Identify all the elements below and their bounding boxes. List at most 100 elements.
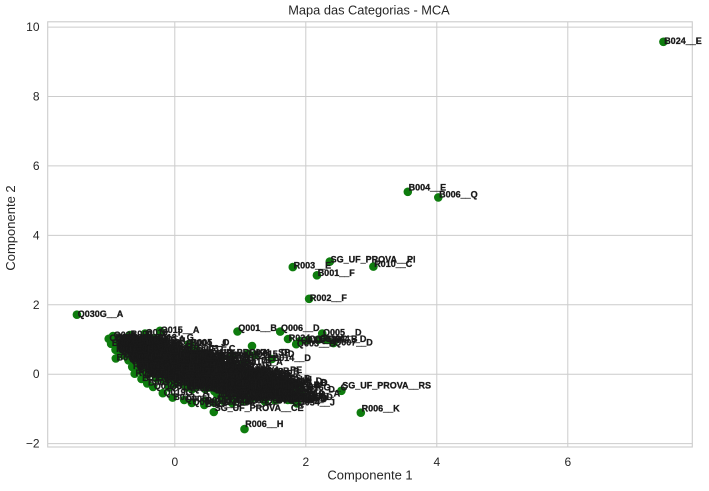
svg-text:B013__G: B013__G <box>155 332 194 342</box>
svg-text:B005__O: B005__O <box>191 338 230 348</box>
svg-text:Q005__F: Q005__F <box>199 358 237 368</box>
svg-text:R003__E: R003__E <box>294 261 332 271</box>
svg-text:Q029__B: Q029__B <box>221 376 260 386</box>
svg-text:Q007__E: Q007__E <box>198 374 236 384</box>
svg-text:Q002__B: Q002__B <box>234 376 273 386</box>
svg-text:Q006__B: Q006__B <box>192 363 231 373</box>
svg-text:B007__H: B007__H <box>213 373 251 383</box>
svg-text:B017__J: B017__J <box>119 343 156 353</box>
svg-text:Q015__A: Q015__A <box>161 325 200 335</box>
svg-text:B018__K: B018__K <box>243 377 282 387</box>
svg-text:B017__J: B017__J <box>205 399 242 409</box>
svg-text:B011__C: B011__C <box>123 336 161 346</box>
svg-text:B005__D: B005__D <box>143 338 182 348</box>
svg-text:B008__K: B008__K <box>153 354 192 364</box>
svg-text:Q030__A: Q030__A <box>249 389 288 399</box>
svg-text:B020__A: B020__A <box>144 362 183 372</box>
svg-text:Q021__D: Q021__D <box>132 352 171 362</box>
svg-text:Q016__D: Q016__D <box>294 392 333 402</box>
svg-text:Q005__D: Q005__D <box>185 394 224 404</box>
svg-text:B005__H: B005__H <box>173 378 211 388</box>
svg-text:Q022__C: Q022__C <box>196 366 235 376</box>
svg-text:B017__H: B017__H <box>156 363 194 373</box>
svg-text:B007__G: B007__G <box>142 356 181 366</box>
svg-text:Q016__C: Q016__C <box>236 370 275 380</box>
svg-text:Q034__B: Q034__B <box>157 353 196 363</box>
svg-text:Q003__E: Q003__E <box>234 374 272 384</box>
svg-text:R019__F: R019__F <box>167 375 205 385</box>
svg-text:B005__A: B005__A <box>253 392 292 402</box>
svg-text:Q009__D: Q009__D <box>289 377 328 387</box>
svg-text:Q010__E: Q010__E <box>176 368 214 378</box>
svg-text:B003__J: B003__J <box>134 349 171 359</box>
svg-text:B013__D: B013__D <box>218 389 257 399</box>
svg-text:Q009__D: Q009__D <box>193 383 232 393</box>
svg-text:Q002__E: Q002__E <box>138 352 176 362</box>
svg-text:Q023__B: Q023__B <box>110 333 149 343</box>
svg-text:Q017G__D: Q017G__D <box>182 359 228 369</box>
svg-text:Q002__F: Q002__F <box>169 364 207 374</box>
svg-text:Q015G__C: Q015G__C <box>150 354 196 364</box>
svg-text:B014__A: B014__A <box>133 351 172 361</box>
svg-text:Q020G__C: Q020G__C <box>124 337 170 347</box>
svg-text:R005__E: R005__E <box>189 345 227 355</box>
svg-text:B003__D: B003__D <box>148 350 187 360</box>
svg-text:R020__E: R020__E <box>147 360 185 370</box>
svg-text:Q006G__B: Q006G__B <box>143 351 189 361</box>
svg-text:B014__D: B014__D <box>186 380 225 390</box>
svg-text:B001__F: B001__F <box>132 349 170 359</box>
svg-text:R013__A: R013__A <box>209 363 248 373</box>
svg-text:B008__K: B008__K <box>263 384 302 394</box>
svg-text:B024__E: B024__E <box>664 36 702 46</box>
svg-text:Q029__D: Q029__D <box>163 349 202 359</box>
svg-text:B007__D: B007__D <box>186 358 225 368</box>
svg-text:Q029G__C: Q029G__C <box>176 376 222 386</box>
svg-text:Q014__C: Q014__C <box>222 383 261 393</box>
svg-text:R021__C: R021__C <box>126 333 165 343</box>
svg-text:B001__G: B001__G <box>149 350 188 360</box>
svg-text:Q030G__D: Q030G__D <box>157 359 203 369</box>
svg-text:B002__A: B002__A <box>224 395 263 405</box>
svg-text:Q013__D: Q013__D <box>216 384 255 394</box>
svg-text:2: 2 <box>302 455 309 469</box>
svg-text:B006__G: B006__G <box>130 347 169 357</box>
svg-text:Q011__D: Q011__D <box>284 376 323 386</box>
svg-text:Q006__F: Q006__F <box>128 337 166 347</box>
svg-text:B011__G: B011__G <box>140 361 178 371</box>
svg-text:SG_UF_PROVA__ES: SG_UF_PROVA__ES <box>213 373 301 383</box>
svg-text:Q011__D: Q011__D <box>142 339 181 349</box>
svg-text:R010__C: R010__C <box>374 259 413 269</box>
svg-text:B021__A: B021__A <box>213 378 252 388</box>
svg-text:B002__G: B002__G <box>137 358 176 368</box>
svg-text:Q005__A: Q005__A <box>260 391 299 401</box>
svg-text:4: 4 <box>33 228 40 242</box>
svg-text:Q011__B: Q011__B <box>251 384 290 394</box>
svg-text:B021__F: B021__F <box>221 379 259 389</box>
svg-text:Q019__E: Q019__E <box>214 364 252 374</box>
svg-text:Q016__B: Q016__B <box>133 350 172 360</box>
svg-text:Q012G__A: Q012G__A <box>118 341 164 351</box>
svg-text:10: 10 <box>26 20 40 34</box>
svg-text:B003__F: B003__F <box>237 391 275 401</box>
svg-text:Q025G__D: Q025G__D <box>209 360 255 370</box>
svg-text:Q003__B: Q003__B <box>160 357 199 367</box>
svg-text:B005__B: B005__B <box>262 366 301 376</box>
svg-text:B022__C: B022__C <box>206 374 245 384</box>
svg-text:Q023__F: Q023__F <box>164 356 202 366</box>
svg-text:B004__J: B004__J <box>190 338 227 348</box>
svg-text:B015__H: B015__H <box>274 375 312 385</box>
svg-text:B015__A: B015__A <box>259 390 298 400</box>
svg-text:Q032__F: Q032__F <box>125 337 163 347</box>
svg-text:B015__K: B015__K <box>192 376 231 386</box>
svg-text:Q031__A: Q031__A <box>122 341 161 351</box>
svg-text:Q005__E: Q005__E <box>129 355 167 365</box>
svg-text:R002__F: R002__F <box>310 293 348 303</box>
svg-text:Q020__A: Q020__A <box>222 367 261 377</box>
svg-text:B015__B: B015__B <box>176 378 215 388</box>
svg-text:B008__C: B008__C <box>223 351 262 361</box>
svg-text:B004__D: B004__D <box>219 382 258 392</box>
svg-text:Q026__B: Q026__B <box>282 381 321 391</box>
svg-text:Q032__C: Q032__C <box>137 357 176 367</box>
svg-text:Q004__D: Q004__D <box>215 380 254 390</box>
svg-text:Q017__A: Q017__A <box>240 370 279 380</box>
